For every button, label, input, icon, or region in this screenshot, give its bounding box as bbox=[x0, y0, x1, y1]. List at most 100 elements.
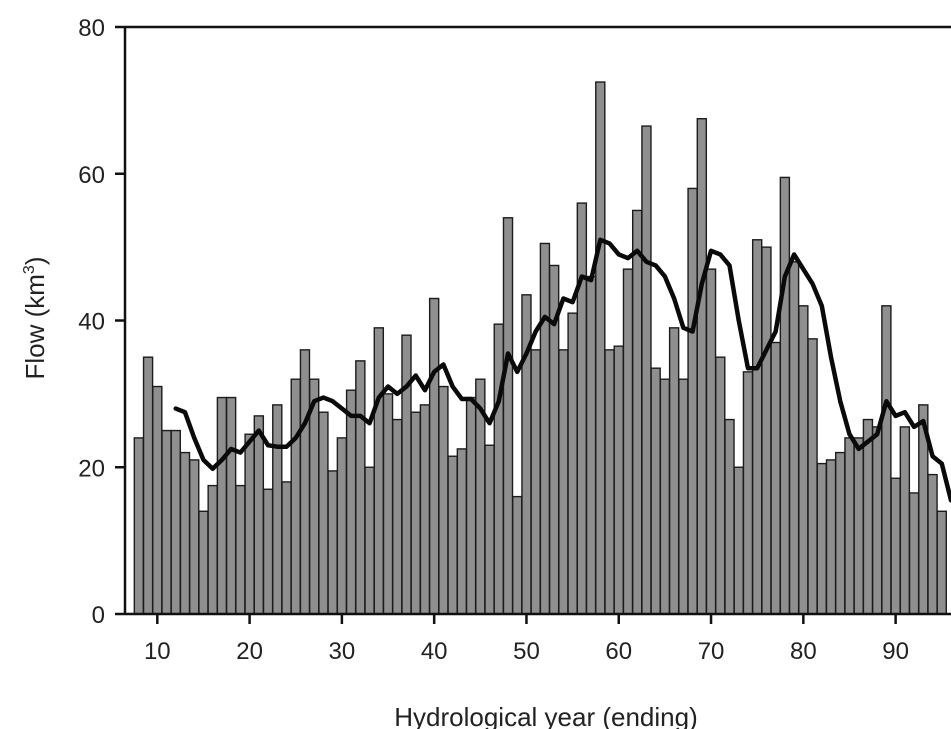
bar-90 bbox=[890, 477, 901, 615]
bar-91 bbox=[899, 426, 911, 615]
bar-24 bbox=[281, 481, 292, 615]
bar-81 bbox=[807, 338, 818, 615]
bar-64 bbox=[650, 367, 661, 615]
x-axis-title: Hydrological year (ending) bbox=[394, 702, 697, 729]
bar-63 bbox=[641, 125, 652, 615]
bars-layer bbox=[133, 81, 947, 615]
bar-60 bbox=[613, 345, 624, 615]
x-tick-label-40: 40 bbox=[421, 638, 448, 665]
trend-layer bbox=[173, 237, 951, 503]
bar-72 bbox=[724, 418, 735, 615]
bar-87 bbox=[862, 418, 874, 615]
x-tick-label-50: 50 bbox=[513, 638, 540, 665]
x-tick-label-30: 30 bbox=[329, 638, 356, 665]
bar-79 bbox=[788, 261, 800, 615]
bar-39 bbox=[419, 404, 431, 615]
bar-28 bbox=[318, 411, 329, 615]
y-tick-label-0: 0 bbox=[92, 602, 105, 629]
bar-65 bbox=[659, 378, 671, 615]
bar-10 bbox=[152, 385, 163, 615]
bar-16 bbox=[207, 484, 218, 615]
bar-84 bbox=[835, 451, 846, 615]
y-tick-label-40: 40 bbox=[78, 309, 105, 336]
y-axis-title: Flow (km3) bbox=[20, 256, 50, 379]
bar-83 bbox=[825, 459, 837, 615]
bar-23 bbox=[272, 404, 283, 615]
bar-18 bbox=[225, 396, 237, 615]
bar-29 bbox=[327, 470, 338, 615]
x-tick-label-90: 90 bbox=[882, 638, 909, 665]
y-tick-label-60: 60 bbox=[78, 162, 105, 189]
bar-51 bbox=[530, 349, 541, 615]
bar-34 bbox=[373, 327, 385, 615]
x-tick-label-70: 70 bbox=[698, 638, 725, 665]
bar-11 bbox=[161, 429, 172, 615]
bar-20 bbox=[244, 433, 255, 615]
bar-35 bbox=[382, 393, 394, 615]
bar-66 bbox=[668, 327, 680, 615]
bar-74 bbox=[742, 371, 754, 615]
bar-56 bbox=[576, 202, 588, 615]
bar-82 bbox=[816, 462, 828, 615]
bar-76 bbox=[761, 246, 772, 615]
bar-68 bbox=[687, 187, 698, 615]
bar-42 bbox=[447, 455, 458, 615]
bar-73 bbox=[733, 466, 744, 615]
bar-41 bbox=[438, 385, 449, 615]
bar-48 bbox=[502, 217, 514, 615]
bar-67 bbox=[678, 378, 689, 615]
bar-32 bbox=[355, 360, 366, 615]
bar-19 bbox=[235, 484, 246, 615]
bar-9 bbox=[142, 356, 154, 615]
bar-78 bbox=[779, 176, 791, 615]
labels-layer: Hydrological year (ending) Flow (km3) bbox=[20, 256, 698, 729]
x-tick-label-60: 60 bbox=[605, 638, 632, 665]
bar-38 bbox=[410, 411, 421, 615]
trend-line bbox=[173, 237, 951, 503]
bar-26 bbox=[299, 349, 311, 615]
bar-31 bbox=[345, 389, 357, 615]
bar-43 bbox=[456, 448, 468, 615]
bar-71 bbox=[715, 356, 726, 615]
bar-36 bbox=[392, 418, 403, 615]
bar-86 bbox=[853, 437, 864, 615]
bar-47 bbox=[493, 323, 504, 615]
bar-92 bbox=[908, 492, 920, 615]
x-tick-label-80: 80 bbox=[790, 638, 817, 665]
bar-75 bbox=[751, 239, 763, 615]
y-axis-title-main: Flow (km bbox=[20, 274, 50, 379]
y-tick-label-80: 80 bbox=[78, 15, 105, 42]
bar-88 bbox=[871, 426, 883, 615]
bar-22 bbox=[262, 488, 274, 615]
bar-70 bbox=[705, 268, 717, 615]
bar-59 bbox=[604, 349, 615, 615]
bar-8 bbox=[133, 437, 145, 615]
bar-44 bbox=[465, 396, 477, 615]
bar-89 bbox=[881, 305, 892, 615]
bar-17 bbox=[216, 396, 228, 615]
bar-69 bbox=[696, 118, 708, 615]
bar-61 bbox=[622, 268, 634, 615]
x-tick-label-10: 10 bbox=[144, 638, 171, 665]
y-axis-title-close: ) bbox=[20, 256, 50, 265]
bar-57 bbox=[585, 275, 597, 615]
bar-94 bbox=[927, 473, 938, 615]
bar-62 bbox=[631, 209, 643, 615]
bar-37 bbox=[401, 334, 412, 615]
bar-13 bbox=[179, 451, 191, 615]
bar-58 bbox=[595, 81, 606, 615]
bar-14 bbox=[188, 459, 200, 615]
bar-40 bbox=[428, 297, 440, 615]
bar-46 bbox=[484, 444, 495, 615]
bar-33 bbox=[364, 466, 375, 615]
y-tick-label-20: 20 bbox=[78, 455, 105, 482]
bar-25 bbox=[290, 378, 301, 615]
bar-21 bbox=[253, 415, 265, 615]
bar-85 bbox=[844, 437, 855, 615]
bar-54 bbox=[558, 349, 569, 615]
x-tick-label-20: 20 bbox=[236, 638, 263, 665]
y-axis-title-sup: 3 bbox=[21, 265, 38, 274]
bar-12 bbox=[170, 429, 181, 615]
bar-95 bbox=[936, 510, 947, 615]
